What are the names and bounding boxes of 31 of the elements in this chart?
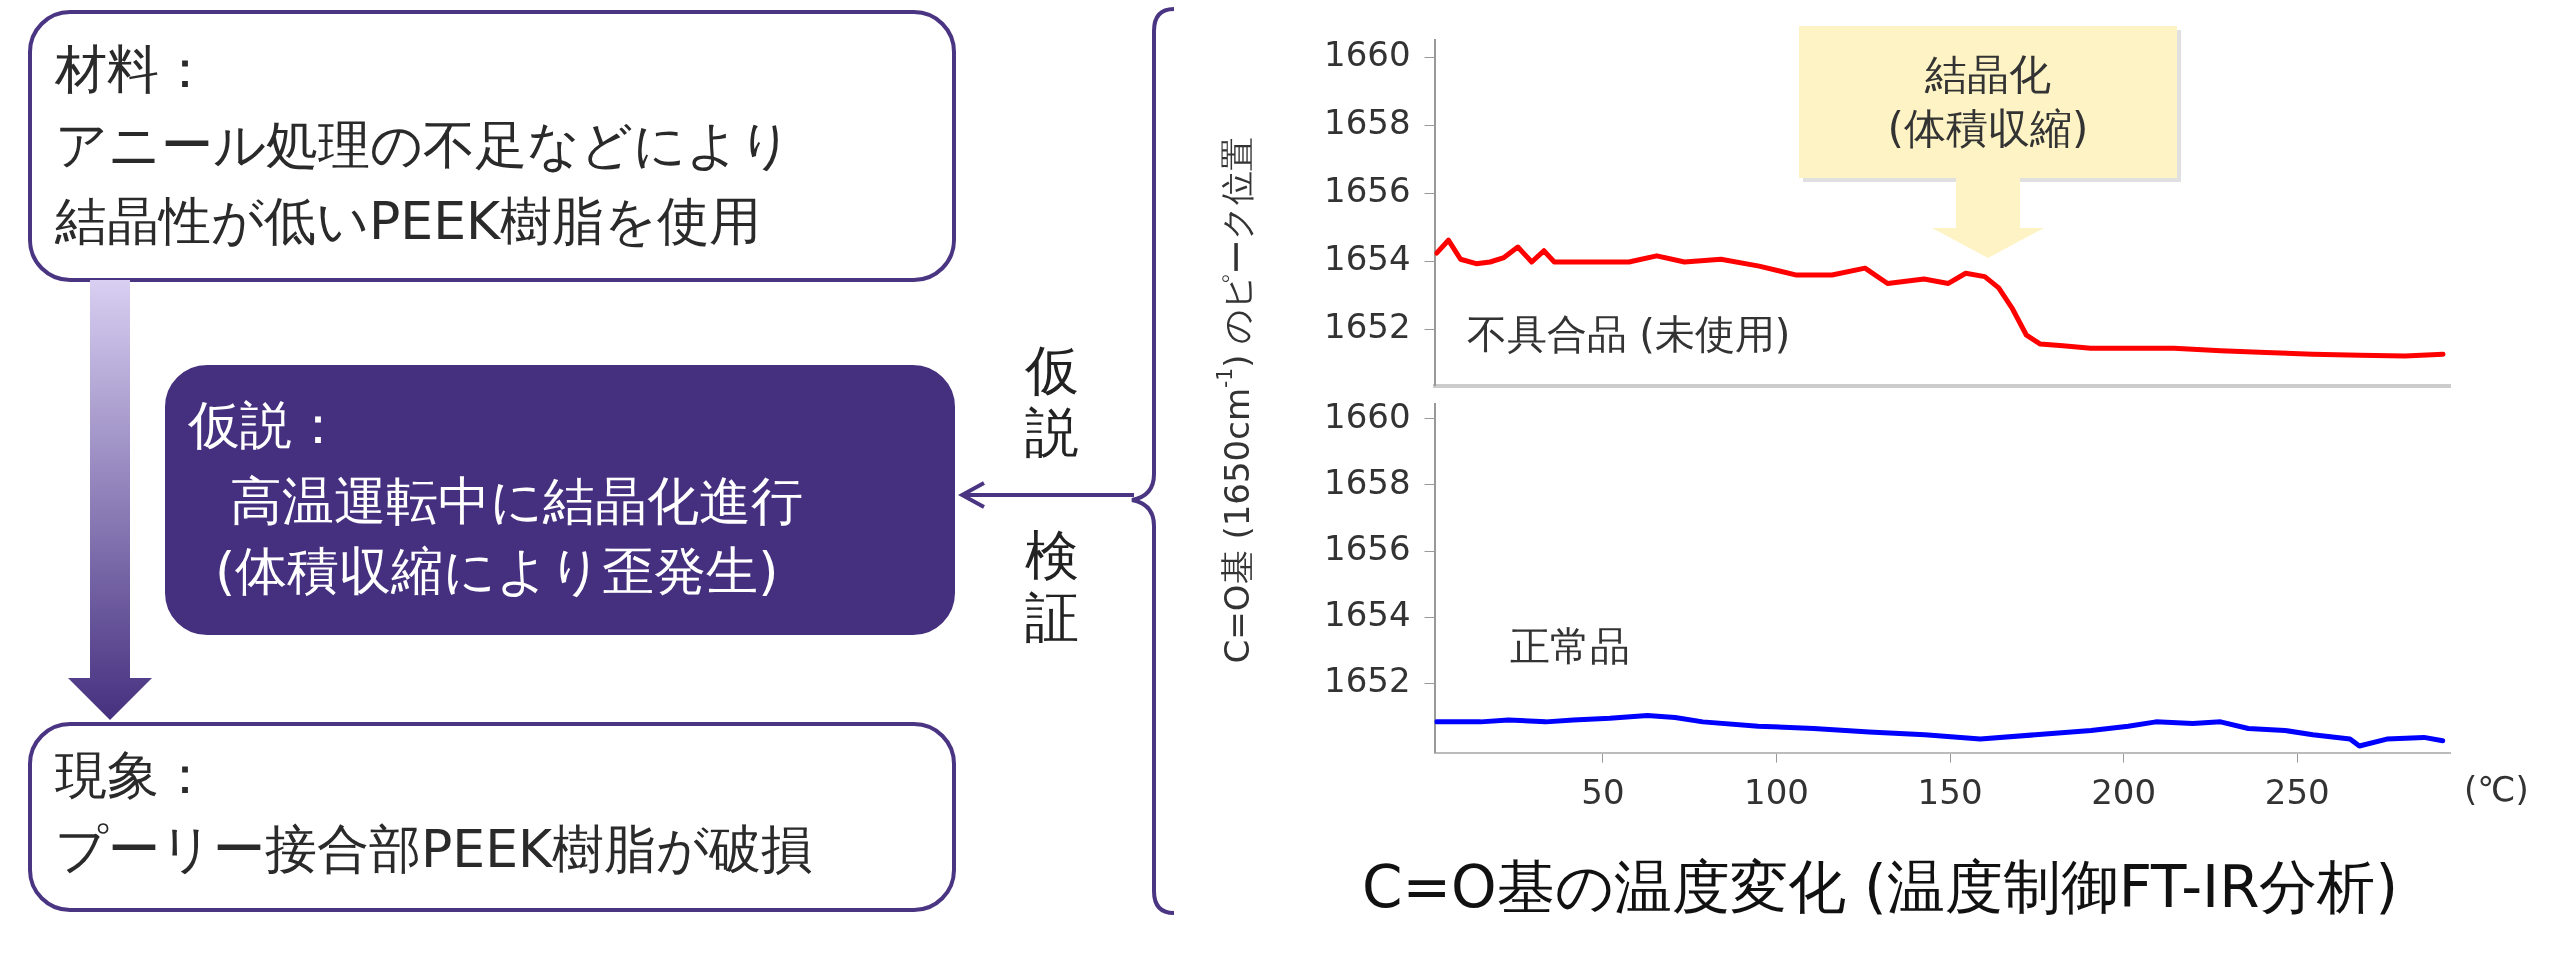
y-tick-label: 1658 — [1324, 101, 1411, 142]
annotation: 結晶化(体積収縮) — [1886, 48, 2090, 155]
x-tick-label: 50 — [1581, 771, 1625, 812]
x-tick-label: 150 — [1917, 771, 1983, 812]
text: アニール処理の不足などにより — [55, 114, 792, 176]
text: 仮説 — [1024, 339, 1080, 464]
x-tick-label: 200 — [2091, 771, 2157, 812]
text: 材料： — [55, 38, 211, 100]
series-label: 不具合品 (未使用) — [1466, 310, 1791, 357]
text: C=O基の温度変化 (温度制御FT-IR分析) — [1361, 853, 2399, 922]
x-tick-label: 100 — [1744, 771, 1809, 812]
y-tick-label: 1658 — [1324, 461, 1411, 502]
text: プーリー接合部PEEK樹脂が破損 — [55, 818, 814, 880]
y-tick-label: 1654 — [1324, 238, 1411, 279]
y-tick-label: 1654 — [1324, 593, 1411, 634]
y-tick-label: 1660 — [1324, 395, 1411, 436]
y-tick-label: 1656 — [1324, 527, 1411, 568]
text: 結晶性が低いPEEK樹脂を使用 — [55, 190, 762, 252]
x-tick-label: 250 — [2264, 771, 2330, 812]
text: 検証 — [1024, 524, 1080, 649]
text: 仮説： — [188, 394, 344, 456]
y-tick-label: 1660 — [1324, 33, 1411, 74]
y-tick-label: 1656 — [1324, 170, 1411, 211]
series-label: 正常品 — [1509, 623, 1630, 670]
text: 現象： — [55, 744, 211, 806]
y-tick-label: 1652 — [1324, 660, 1411, 701]
text: 高温運転中に結晶化進行 — [230, 470, 803, 532]
y-tick-label: 1652 — [1324, 306, 1411, 347]
text: (体積収縮により歪発生) — [215, 540, 779, 602]
x-axis-title: (℃) — [2464, 769, 2529, 810]
y-axis-title: C=O基 (1650cm-1) のピーク位置 — [1212, 136, 1257, 664]
